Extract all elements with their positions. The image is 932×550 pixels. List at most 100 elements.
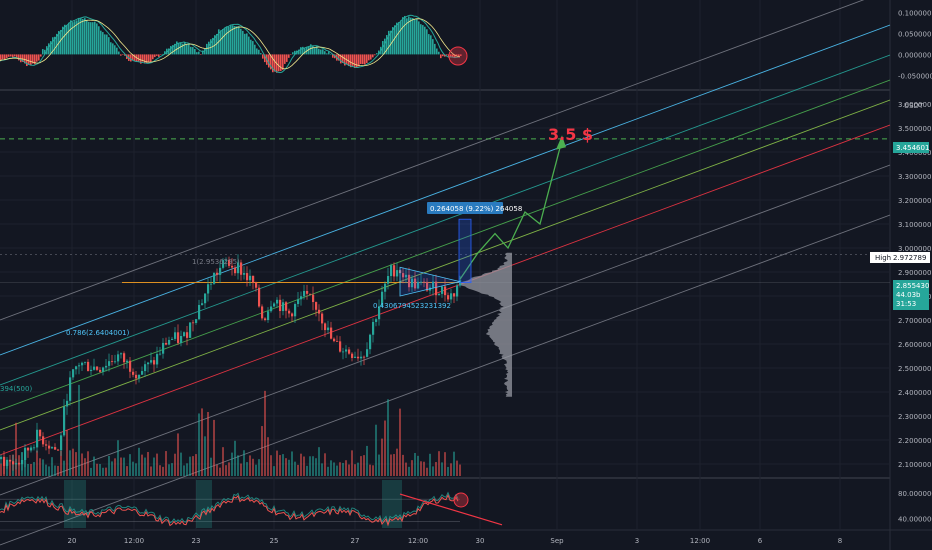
volume-bar bbox=[78, 384, 80, 476]
macd-histogram-bar bbox=[50, 41, 52, 55]
time-tick-label: 23 bbox=[192, 537, 201, 545]
macd-histogram-bar bbox=[110, 42, 112, 55]
current-price-extra: 44.03b bbox=[896, 291, 921, 299]
macd-histogram-bar bbox=[414, 19, 416, 55]
volume-bar bbox=[315, 458, 317, 476]
volume-bar bbox=[96, 463, 98, 476]
macd-histogram-bar bbox=[64, 24, 66, 55]
candle-body bbox=[162, 342, 165, 354]
candle-body bbox=[207, 284, 210, 294]
volume-bar bbox=[411, 460, 413, 476]
candle-body bbox=[183, 332, 186, 336]
macd-histogram-bar bbox=[244, 33, 246, 55]
candle-body bbox=[417, 281, 420, 289]
macd-histogram-bar bbox=[90, 22, 92, 55]
volume-bar bbox=[132, 461, 134, 476]
macd-histogram-bar bbox=[300, 47, 302, 55]
volume-bar bbox=[243, 450, 245, 476]
candle-body bbox=[258, 287, 261, 307]
candle-body bbox=[255, 282, 258, 288]
macd-histogram-bar bbox=[260, 53, 262, 55]
volume-bar bbox=[186, 463, 188, 476]
macd-histogram-bar bbox=[264, 54, 266, 63]
volume-bar bbox=[435, 462, 437, 476]
price-tick-label: 2.400000 bbox=[898, 389, 931, 397]
time-tick-label: 12:00 bbox=[690, 537, 710, 545]
candle-body bbox=[21, 460, 24, 465]
macd-histogram-bar bbox=[292, 52, 294, 55]
volume-bar bbox=[366, 445, 368, 476]
volume-bar bbox=[405, 462, 407, 476]
macd-histogram-bar bbox=[356, 54, 358, 68]
macd-histogram-bar bbox=[190, 46, 192, 55]
macd-histogram-bar bbox=[130, 54, 132, 62]
volume-bar bbox=[303, 456, 305, 476]
time-tick-label: 27 bbox=[351, 537, 360, 545]
volume-bar bbox=[207, 412, 209, 476]
macd-histogram-bar bbox=[16, 54, 18, 59]
volume-bar bbox=[363, 455, 365, 476]
rsi-pane bbox=[0, 480, 503, 528]
macd-histogram-bar bbox=[330, 54, 332, 55]
channel-line bbox=[0, 54, 891, 386]
volume-bar bbox=[438, 451, 440, 476]
volume-bar bbox=[393, 454, 395, 476]
volume-bar bbox=[327, 466, 329, 476]
volume-bar bbox=[381, 438, 383, 476]
macd-histogram-bar bbox=[318, 48, 320, 55]
macd-histogram-bar bbox=[312, 45, 314, 55]
macd-histogram-bar bbox=[148, 54, 150, 63]
macd-histogram-bar bbox=[82, 18, 84, 55]
macd-histogram-bar bbox=[278, 54, 280, 72]
macd-histogram-bar bbox=[66, 24, 68, 55]
macd-histogram-bar bbox=[290, 54, 292, 55]
macd-histogram-bar bbox=[250, 39, 252, 55]
volume-bar bbox=[249, 455, 251, 476]
macd-histogram-bar bbox=[166, 48, 168, 55]
candle-body bbox=[123, 353, 126, 363]
volume-bar bbox=[240, 463, 242, 476]
volume-bar bbox=[75, 452, 77, 476]
volume-profile-shape bbox=[459, 252, 512, 397]
volume-bar bbox=[168, 464, 170, 476]
volume-bar bbox=[192, 456, 194, 476]
candle-body bbox=[327, 327, 330, 331]
candle-body bbox=[222, 260, 225, 268]
volume-bar bbox=[66, 430, 68, 476]
macd-histogram-bar bbox=[432, 39, 434, 55]
volume-bar bbox=[48, 466, 50, 476]
volume-bar bbox=[420, 461, 422, 476]
current-price-tag bbox=[893, 280, 929, 310]
macd-histogram-bar bbox=[224, 27, 226, 55]
candle-body bbox=[306, 290, 309, 294]
volume-bar bbox=[318, 447, 320, 476]
price-axis[interactable]: 3.6000003.5000003.4000003.3000003.200000… bbox=[898, 9, 932, 523]
volume-bar bbox=[360, 456, 362, 476]
candle-body bbox=[267, 311, 270, 321]
channel-line bbox=[0, 79, 891, 411]
macd-histogram-bar bbox=[342, 54, 344, 63]
candle-body bbox=[117, 354, 120, 362]
projection-arrowhead bbox=[556, 135, 566, 150]
macd-histogram-bar bbox=[32, 54, 34, 64]
candle-body bbox=[12, 461, 15, 465]
macd-histogram-bar bbox=[40, 54, 42, 57]
candle-body bbox=[264, 318, 267, 321]
candle-body bbox=[333, 338, 336, 342]
macd-histogram-bar bbox=[56, 33, 58, 55]
macd-histogram-bar bbox=[96, 23, 98, 55]
candle-body bbox=[63, 406, 66, 436]
candle-body bbox=[240, 262, 243, 275]
volume-bar bbox=[195, 454, 197, 476]
macd-histogram-bar bbox=[416, 18, 418, 55]
macd-histogram-bar bbox=[410, 17, 412, 55]
macd-highlight-circle bbox=[448, 46, 468, 66]
time-axis[interactable]: 20 12:00 23 25 27 12:00 30 Sep 3 12:00 6 8 bbox=[68, 537, 843, 545]
current-price-countdown: 31:53 bbox=[896, 300, 916, 308]
price-tick-label: 3.200000 bbox=[898, 197, 931, 205]
candle-body bbox=[165, 342, 168, 345]
volume-bar bbox=[198, 413, 200, 476]
macd-histogram-bar bbox=[8, 54, 10, 57]
macd-histogram-bar bbox=[106, 34, 108, 55]
